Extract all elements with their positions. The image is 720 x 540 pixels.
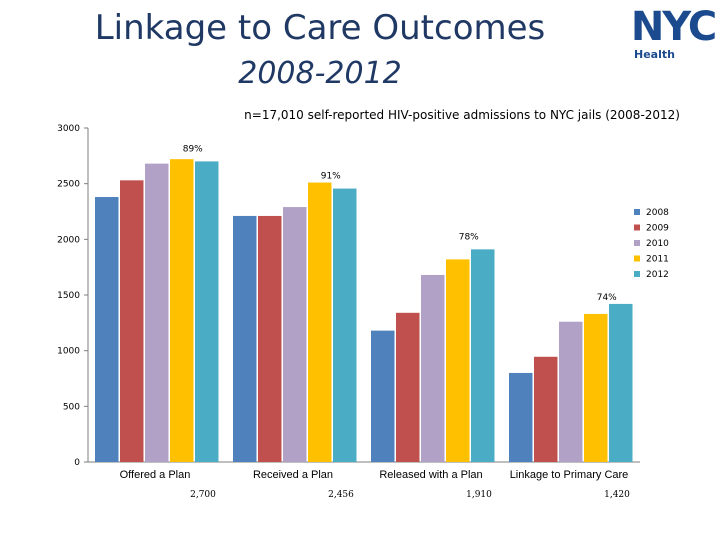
logo-text: NYC: [630, 4, 717, 50]
y-tick-label: 1500: [57, 291, 80, 301]
bar-2008-3: [509, 372, 533, 462]
legend-swatch-2012: [634, 271, 640, 277]
y-tick-label: 3000: [57, 124, 80, 134]
bar-2011-0: [170, 159, 194, 462]
percent-annotation: 74%: [597, 293, 617, 303]
legend-label: 2008: [646, 208, 669, 218]
legend-swatch-2011: [634, 255, 640, 262]
bar-2008-1: [233, 215, 257, 462]
total-label: 2,700: [190, 490, 216, 500]
bar-2010-3: [559, 321, 583, 462]
chart-title: n=17,010 self-reported HIV-positive admi…: [244, 108, 680, 122]
bar-2012-0: [195, 161, 219, 462]
legend-label: 2012: [646, 270, 669, 280]
bar-2010-2: [421, 274, 445, 462]
percent-annotation: 78%: [459, 232, 479, 242]
y-tick-label: 0: [74, 458, 80, 468]
bar-2009-0: [120, 180, 144, 462]
bar-2012-3: [609, 303, 633, 462]
percent-annotation: 89%: [183, 144, 203, 154]
legend-swatch-2008: [634, 209, 640, 215]
bar-2008-2: [371, 330, 395, 462]
bar-2009-1: [258, 215, 282, 462]
legend-label: 2011: [646, 255, 669, 265]
legend-label: 2010: [646, 239, 669, 249]
bar-2011-3: [584, 313, 608, 462]
total-label: 1,420: [604, 490, 630, 500]
bar-2010-1: [283, 207, 307, 462]
bar-2011-1: [308, 182, 332, 462]
bar-2008-0: [95, 197, 119, 462]
page-subtitle: 2008-2012: [238, 56, 402, 91]
total-label: 2,456: [328, 490, 354, 500]
bar-2011-2: [446, 259, 470, 462]
page-title: Linkage to Care Outcomes: [94, 8, 546, 48]
y-tick-label: 2500: [57, 180, 80, 190]
logo-subtext: Health: [634, 48, 675, 61]
x-category-label: Offered a Plan: [120, 469, 191, 481]
bar-2010-0: [145, 163, 169, 463]
nyc-health-logo: NYC Health: [630, 4, 717, 62]
y-tick-label: 500: [63, 402, 80, 412]
legend-swatch-2009: [634, 224, 640, 231]
bar-2012-2: [471, 249, 495, 462]
bar-2009-3: [534, 356, 558, 462]
x-category-label: Linkage to Primary Care: [510, 469, 629, 481]
y-tick-label: 1000: [57, 347, 80, 357]
legend-swatch-2010: [634, 240, 640, 246]
legend-label: 2009: [646, 224, 669, 234]
bar-2012-1: [333, 188, 357, 462]
x-category-label: Released with a Plan: [379, 469, 482, 481]
percent-annotation: 91%: [321, 172, 341, 182]
x-category-label: Received a Plan: [253, 469, 333, 481]
bar-2009-2: [396, 312, 420, 462]
total-label: 1,910: [466, 490, 492, 500]
y-tick-label: 2000: [57, 235, 80, 245]
